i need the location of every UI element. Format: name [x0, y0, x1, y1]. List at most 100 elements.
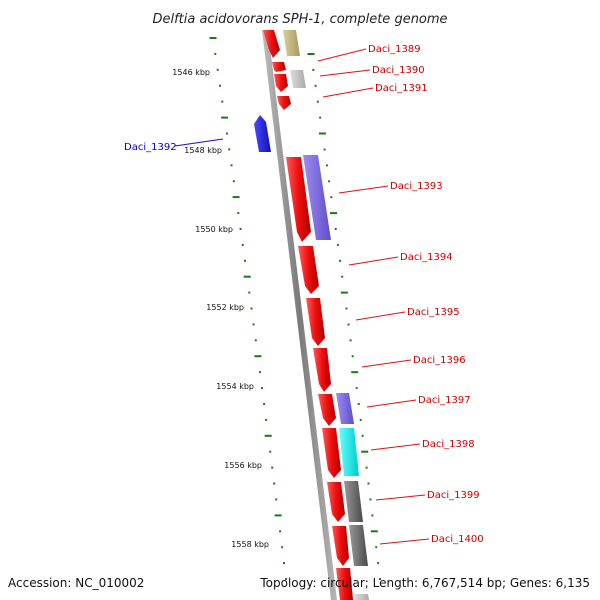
minor-tick	[279, 530, 282, 533]
gene-label[interactable]: Daci_1391	[375, 83, 428, 94]
minor-tick	[275, 498, 278, 501]
gene-label[interactable]: Daci_1389	[368, 44, 421, 55]
gene-label[interactable]: Daci_1390	[372, 65, 425, 76]
minor-tick	[219, 84, 221, 87]
gene-feature-daci-1394[interactable]	[298, 246, 319, 294]
minor-tick	[319, 116, 322, 119]
minor-tick	[250, 307, 253, 310]
minor-tick	[367, 482, 370, 485]
gene-feature-daci-1391[interactable]	[277, 96, 291, 110]
major-tick	[232, 196, 240, 199]
cog-category-blocks	[283, 30, 369, 600]
gene-feature-daci-1395[interactable]	[306, 298, 325, 346]
minor-tick	[225, 132, 228, 135]
major-tick	[274, 514, 282, 517]
minor-tick	[281, 546, 284, 549]
gene-feature-daci-1393[interactable]	[286, 157, 311, 242]
gene-label[interactable]: Daci_1392	[124, 142, 177, 153]
gene-feature-daci-1392[interactable]	[254, 115, 271, 152]
kbp-tick-label: 1556 kbp	[224, 461, 262, 470]
minor-tick	[375, 546, 378, 549]
minor-tick	[330, 196, 333, 199]
minor-tick	[265, 418, 268, 421]
major-tick	[254, 355, 262, 358]
gene-feature-daci-1390[interactable]	[272, 62, 286, 72]
minor-tick	[379, 578, 381, 580]
minor-tick	[334, 228, 337, 230]
gene-feature-daci-1400[interactable]	[332, 526, 349, 566]
minor-tick	[237, 212, 240, 214]
gene-label[interactable]: Daci_1400	[431, 534, 484, 545]
minor-tick	[359, 418, 362, 421]
gene-feature-daci-1397[interactable]	[318, 394, 336, 426]
accession-text: Accession: NC_010002	[8, 576, 144, 590]
minor-tick	[221, 100, 224, 103]
minor-tick	[316, 100, 319, 103]
minor-tick	[349, 339, 352, 342]
minor-tick	[351, 355, 354, 358]
kbp-tick-label: 1552 kbp	[206, 303, 244, 312]
major-tick	[209, 37, 217, 39]
major-tick	[264, 434, 272, 437]
kbp-tick-label: 1550 kbp	[195, 225, 233, 234]
gene-label[interactable]: Daci_1399	[427, 490, 480, 501]
minor-tick	[347, 323, 350, 326]
minor-tick	[283, 562, 285, 565]
minor-tick	[216, 68, 219, 71]
minor-tick	[328, 180, 331, 183]
minor-tick	[325, 164, 328, 167]
minor-tick	[323, 148, 326, 151]
gene-feature-daci-1396[interactable]	[313, 348, 331, 392]
minor-tick	[285, 578, 287, 580]
gene-feature-daci-1399[interactable]	[327, 482, 345, 522]
map-title: Delftia acidovorans SPH-1, complete geno…	[152, 12, 447, 27]
kbp-tick-label: 1546 kbp	[172, 68, 210, 77]
minor-tick	[341, 275, 344, 278]
major-tick	[370, 530, 378, 533]
gene-label[interactable]: Daci_1395	[407, 307, 460, 318]
minor-tick	[241, 243, 244, 246]
minor-tick	[371, 514, 374, 517]
minor-tick	[239, 227, 242, 230]
major-tick	[307, 53, 315, 55]
minor-tick	[263, 403, 266, 405]
kbp-tick-dots	[209, 37, 287, 580]
major-tick	[221, 116, 229, 119]
gene-feature-daci-1389[interactable]	[263, 30, 280, 58]
minor-tick	[339, 259, 342, 262]
minor-tick	[244, 259, 246, 262]
major-tick	[318, 132, 326, 135]
kbp-tick-label: 1558 kbp	[231, 540, 269, 549]
gene-label[interactable]: Daci_1397	[418, 395, 471, 406]
minor-tick	[230, 164, 233, 167]
gene-label[interactable]: Daci_1393	[390, 181, 443, 192]
minor-tick	[377, 562, 380, 565]
gene-tick-dots	[307, 53, 381, 580]
genome-summary-text: Topology: circular; Length: 6,767,514 bp…	[259, 576, 590, 590]
minor-tick	[369, 498, 372, 501]
minor-tick	[232, 180, 235, 183]
minor-tick	[361, 434, 364, 437]
gene-feature-daci-1390b[interactable]	[274, 74, 288, 92]
minor-tick	[254, 339, 257, 342]
major-tick	[361, 450, 369, 453]
minor-tick	[261, 387, 263, 390]
minor-tick	[345, 307, 348, 310]
gene-label-leaders	[317, 48, 430, 545]
minor-tick	[271, 466, 274, 469]
major-tick	[340, 291, 348, 294]
gene-label[interactable]: Daci_1394	[400, 252, 453, 263]
kbp-tick-label: 1554 kbp	[216, 382, 254, 391]
minor-tick	[214, 52, 217, 55]
gene-label[interactable]: Daci_1396	[413, 355, 466, 366]
minor-tick	[248, 291, 251, 294]
major-tick	[243, 275, 251, 278]
minor-tick	[355, 387, 358, 390]
gene-label[interactable]: Daci_1398	[422, 439, 475, 450]
gene-feature-daci-1401[interactable]	[336, 568, 353, 600]
kbp-axis-labels: 1546 kbp 1548 kbp 1550 kbp 1552 kbp 1554…	[172, 68, 269, 549]
kbp-tick-label: 1548 kbp	[184, 146, 222, 155]
minor-tick	[252, 323, 255, 326]
gene-feature-daci-1398[interactable]	[322, 428, 341, 478]
